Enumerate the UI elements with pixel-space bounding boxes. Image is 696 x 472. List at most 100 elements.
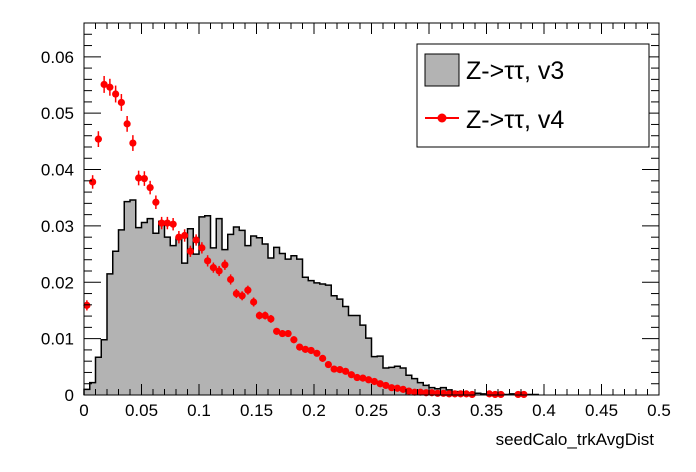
v4-point bbox=[376, 380, 384, 388]
v4-marker bbox=[175, 233, 183, 241]
v4-point bbox=[238, 291, 246, 301]
y-tick-label: 0.04 bbox=[41, 161, 74, 180]
v4-point bbox=[146, 180, 154, 195]
v4-marker bbox=[342, 367, 350, 375]
v4-marker bbox=[520, 390, 528, 399]
v3-bin bbox=[95, 357, 102, 395]
v3-bin bbox=[268, 258, 275, 395]
v4-point bbox=[169, 218, 177, 231]
v4-marker bbox=[451, 390, 459, 398]
v3-bin bbox=[296, 259, 303, 395]
x-axis-title: seedCalo_trkAvgDist bbox=[496, 430, 655, 449]
v4-point bbox=[152, 195, 160, 209]
v4-point bbox=[416, 388, 424, 396]
v3-bin bbox=[181, 263, 188, 395]
v4-point bbox=[198, 242, 206, 254]
v3-bin bbox=[388, 367, 395, 395]
v3-bin bbox=[239, 230, 246, 395]
v3-bin bbox=[245, 245, 252, 395]
v4-point bbox=[227, 274, 235, 285]
v4-point bbox=[411, 388, 419, 396]
y-tick-label: 0.01 bbox=[41, 330, 74, 349]
v4-marker bbox=[261, 311, 269, 320]
v4-marker bbox=[290, 336, 298, 344]
v4-marker bbox=[238, 292, 246, 300]
v3-bin bbox=[314, 282, 321, 395]
v3-bin bbox=[135, 227, 142, 395]
legend-label-v3: Z->ττ, v3 bbox=[466, 57, 564, 85]
v4-marker bbox=[405, 387, 413, 395]
v4-marker bbox=[301, 345, 309, 353]
v4-marker bbox=[106, 83, 114, 91]
v3-bin bbox=[158, 221, 165, 395]
v3-bin bbox=[107, 273, 114, 395]
v4-marker bbox=[307, 346, 315, 355]
v4-point bbox=[330, 365, 338, 373]
v4-point bbox=[399, 385, 407, 393]
v3-bin bbox=[118, 229, 125, 395]
v4-point bbox=[290, 336, 298, 344]
v4-point bbox=[89, 175, 97, 189]
v4-marker bbox=[244, 286, 252, 294]
y-axis: 0 0.01 0.02 0.03 0.04 0.05 0.06 bbox=[41, 22, 659, 405]
v4-point bbox=[244, 285, 252, 295]
v3-bin bbox=[84, 389, 91, 395]
v3-bin bbox=[337, 299, 344, 395]
v4-marker bbox=[192, 236, 200, 244]
v4-point bbox=[273, 327, 281, 335]
v4-marker bbox=[313, 349, 321, 357]
v4-marker bbox=[497, 390, 505, 399]
v3-bin bbox=[112, 251, 119, 395]
y-tick-label: 0.03 bbox=[41, 217, 74, 236]
v4-marker bbox=[94, 135, 102, 143]
v3-bin bbox=[406, 375, 413, 395]
v4-point bbox=[485, 390, 493, 398]
v4-marker bbox=[158, 219, 166, 227]
v4-point bbox=[106, 78, 114, 96]
v4-marker bbox=[353, 373, 361, 382]
v4-marker bbox=[416, 388, 424, 396]
v4-point bbox=[267, 314, 275, 323]
v4-point bbox=[158, 216, 166, 230]
v3-bin bbox=[153, 233, 160, 395]
v3-bin bbox=[176, 238, 183, 395]
x-axis: 0 0.05 0.1 0.15 0.2 0.25 0.3 0.35 0.4 0.45 0.5 bbox=[79, 23, 671, 420]
v4-marker bbox=[336, 366, 344, 374]
v4-point bbox=[301, 345, 309, 353]
legend-swatch-v3 bbox=[424, 53, 460, 87]
x-tick-label: 0.35 bbox=[470, 401, 503, 420]
v3-bin bbox=[319, 283, 326, 395]
x-tick-label: 0 bbox=[79, 401, 88, 420]
v4-marker bbox=[255, 311, 263, 320]
v3-bin bbox=[101, 339, 108, 395]
v4-point bbox=[324, 360, 332, 369]
v4-marker bbox=[359, 374, 367, 382]
v4-marker bbox=[324, 360, 332, 369]
v3-bin bbox=[279, 253, 286, 395]
v4-marker bbox=[152, 198, 160, 206]
v4-point bbox=[135, 170, 143, 186]
v3-bin bbox=[273, 247, 280, 395]
v4-point bbox=[359, 374, 367, 382]
v4-marker bbox=[186, 247, 194, 255]
v3-bin bbox=[199, 216, 206, 395]
v4-point bbox=[117, 94, 125, 111]
v4-point bbox=[405, 387, 413, 395]
v4-point bbox=[336, 366, 344, 374]
v4-marker bbox=[284, 329, 292, 338]
v4-marker bbox=[140, 174, 148, 183]
v4-point bbox=[83, 300, 91, 311]
v4-point bbox=[313, 349, 321, 357]
v3-bin bbox=[325, 285, 332, 395]
x-tick-label: 0.2 bbox=[302, 401, 326, 420]
v3-bin bbox=[130, 199, 137, 395]
v4-point bbox=[215, 265, 223, 277]
v4-point bbox=[445, 390, 453, 398]
y-tick-label: 0.02 bbox=[41, 273, 74, 292]
v4-marker bbox=[83, 301, 91, 309]
v4-marker bbox=[445, 390, 453, 398]
v4-marker bbox=[382, 381, 390, 390]
v4-marker bbox=[117, 98, 125, 107]
v3-bin bbox=[147, 218, 154, 395]
